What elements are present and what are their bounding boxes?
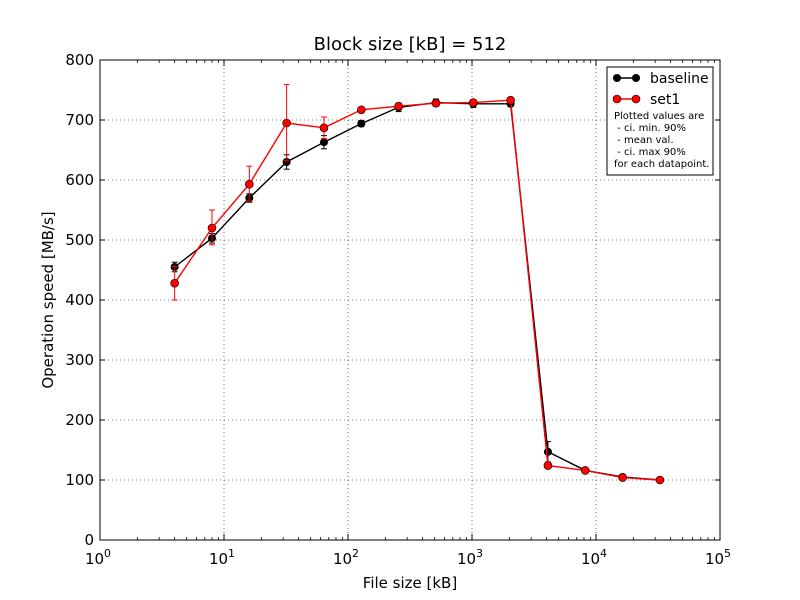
y-tick-label: 800 bbox=[65, 51, 94, 69]
y-tick-label: 100 bbox=[65, 471, 94, 489]
legend-baseline-marker-right bbox=[632, 74, 640, 82]
y-tick-label: 600 bbox=[65, 171, 94, 189]
y-axis-label: Operation speed [MB/s] bbox=[39, 211, 57, 388]
x-tick-label: 104 bbox=[581, 547, 607, 568]
y-tick-label: 300 bbox=[65, 351, 94, 369]
data-point-set1 bbox=[282, 118, 291, 128]
legend-note-line-4: - ci. max 90% bbox=[614, 147, 686, 158]
x-tick-label-base: 10 bbox=[209, 550, 228, 568]
x-tick-label-base: 10 bbox=[457, 550, 476, 568]
legend-baseline-marker-left bbox=[613, 74, 621, 82]
legend-note-line-2: - ci. min. 90% bbox=[614, 123, 686, 134]
data-point-baseline bbox=[282, 158, 291, 166]
x-axis-label: File size [kB] bbox=[363, 574, 457, 592]
series-set1 bbox=[170, 84, 665, 485]
data-point-set1 bbox=[319, 123, 329, 133]
data-point-baseline bbox=[543, 447, 552, 456]
x-tick-label-exponent: 0 bbox=[104, 547, 111, 560]
legend-baseline-label: baseline bbox=[650, 71, 709, 87]
legend-set1-label: set1 bbox=[650, 92, 680, 108]
legend-set1-marker-right bbox=[631, 94, 641, 104]
chart-title: Block size [kB] = 512 bbox=[314, 34, 507, 55]
x-tick-label: 101 bbox=[209, 547, 235, 568]
y-tick-label: 700 bbox=[65, 111, 94, 129]
y-tick-label: 200 bbox=[65, 411, 94, 429]
legend-set1-marker-left bbox=[612, 94, 622, 104]
x-tick-label-base: 10 bbox=[705, 550, 724, 568]
data-point-set1 bbox=[431, 98, 441, 108]
legend-note-line-1: Plotted values are bbox=[614, 111, 704, 122]
legend-box bbox=[606, 66, 714, 176]
data-point-baseline bbox=[357, 119, 366, 128]
x-tick-label: 103 bbox=[457, 547, 483, 568]
data-point-set1 bbox=[618, 473, 627, 482]
x-tick-label-base: 10 bbox=[581, 550, 600, 568]
data-point-set1 bbox=[207, 223, 217, 233]
data-point-set1 bbox=[356, 105, 366, 115]
y-tick-label: 400 bbox=[65, 291, 94, 309]
data-point-set1 bbox=[394, 101, 403, 111]
x-tick-label: 100 bbox=[85, 547, 111, 568]
y-tick-label: 0 bbox=[84, 531, 94, 549]
x-tick-label-exponent: 1 bbox=[228, 547, 235, 560]
series-line-set1 bbox=[174, 99, 660, 481]
x-tick-label-exponent: 2 bbox=[352, 547, 359, 560]
x-tick-label-base: 10 bbox=[333, 550, 352, 568]
series-layer bbox=[170, 84, 665, 485]
x-tick-label: 105 bbox=[705, 547, 731, 568]
x-tick-label-exponent: 5 bbox=[724, 547, 731, 560]
x-tick-label: 102 bbox=[333, 547, 359, 568]
x-tick-label-base: 10 bbox=[85, 550, 104, 568]
data-point-set1 bbox=[468, 98, 478, 107]
data-point-set1 bbox=[580, 466, 590, 475]
x-tick-label-exponent: 4 bbox=[600, 547, 607, 560]
data-point-set1 bbox=[245, 179, 254, 189]
data-point-set1 bbox=[170, 278, 179, 288]
legend-note-line-5: for each datapoint. bbox=[614, 159, 709, 170]
data-point-set1 bbox=[506, 95, 515, 105]
data-point-set1 bbox=[543, 461, 553, 470]
data-point-set1 bbox=[655, 475, 665, 485]
legend-note-line-3: - mean val. bbox=[614, 135, 674, 146]
y-tick-label: 500 bbox=[65, 231, 94, 249]
x-tick-label-exponent: 3 bbox=[476, 547, 483, 560]
legend: baseline set1 Plotted values are - ci. m… bbox=[606, 66, 714, 176]
data-point-baseline bbox=[319, 138, 328, 147]
